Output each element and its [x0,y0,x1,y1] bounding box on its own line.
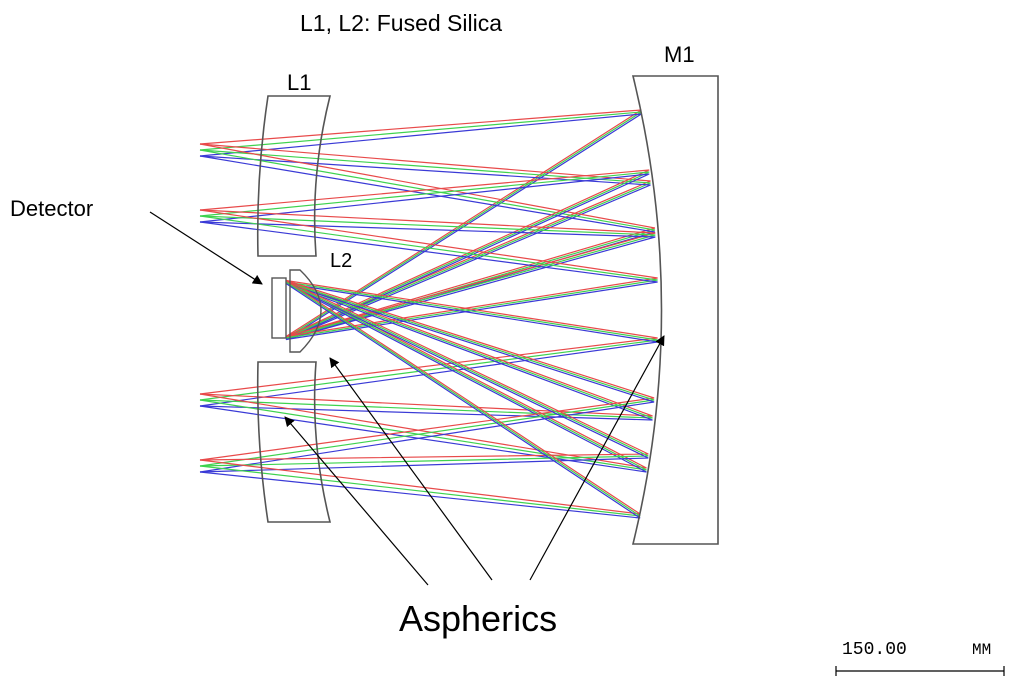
ray-blue-b3-f0 [199,282,655,473]
ray-red-b1-f2 [199,209,658,338]
ray-green-b2-f2 [199,281,647,471]
lens-l2 [289,269,322,353]
ray-green-b1-f1 [199,215,656,339]
label-aspherics: Aspherics [399,598,558,639]
ray-blue-b3-f1 [199,282,649,473]
detector-plane [271,277,287,339]
lens-l1-lower [256,361,332,523]
ray-blue-b1-f0 [199,173,650,341]
mirror-m1 [631,75,719,545]
ray-green-b1-f0 [199,171,650,339]
label-m1: M1 [664,42,695,67]
ray-red-b0-f2 [199,143,656,338]
detector-arrow [149,211,263,285]
ray-blue-b0-f1 [199,155,651,341]
label-l1: L1 [287,70,312,95]
ray-red-b3-f0 [199,279,655,461]
ray-blue-b1-f2 [199,221,658,341]
ray-green-b2-f1 [199,281,653,419]
ray-red-b2-f1 [199,279,653,417]
scale-bar-unit: MM [972,641,992,659]
ray-green-b3-f0 [199,281,655,467]
ray-red-b3-f1 [199,279,649,461]
lens-l1-upper [256,95,332,257]
scale-bar-value: 150.00 [842,640,907,660]
diagram-title: L1, L2: Fused Silica [300,10,503,36]
ray-red-b2-f2 [199,279,647,469]
ray-blue-b0-f0 [199,113,642,341]
ray-green-b0-f1 [199,149,651,339]
ray-blue-b1-f1 [199,221,656,341]
label-l2: L2 [330,250,353,272]
aspheric-arrow-l2 [329,357,493,581]
ray-blue-b2-f1 [199,282,653,421]
aspheric-arrow-l1 [284,416,429,586]
scale-bar [835,666,1005,676]
aspheric-arrow-m1 [529,335,665,581]
ray-red-b0-f1 [199,143,651,338]
label-detector: Detector [10,196,94,221]
ray-green-b1-f2 [199,215,658,339]
ray-red-b1-f1 [199,209,656,338]
ray-green-b3-f1 [199,281,649,467]
ray-blue-b3-f2 [199,282,641,519]
ray-red-b1-f0 [199,169,650,338]
ray-blue-b2-f0 [199,282,658,407]
ray-blue-b2-f2 [199,282,647,473]
ray-bundles [199,109,658,519]
